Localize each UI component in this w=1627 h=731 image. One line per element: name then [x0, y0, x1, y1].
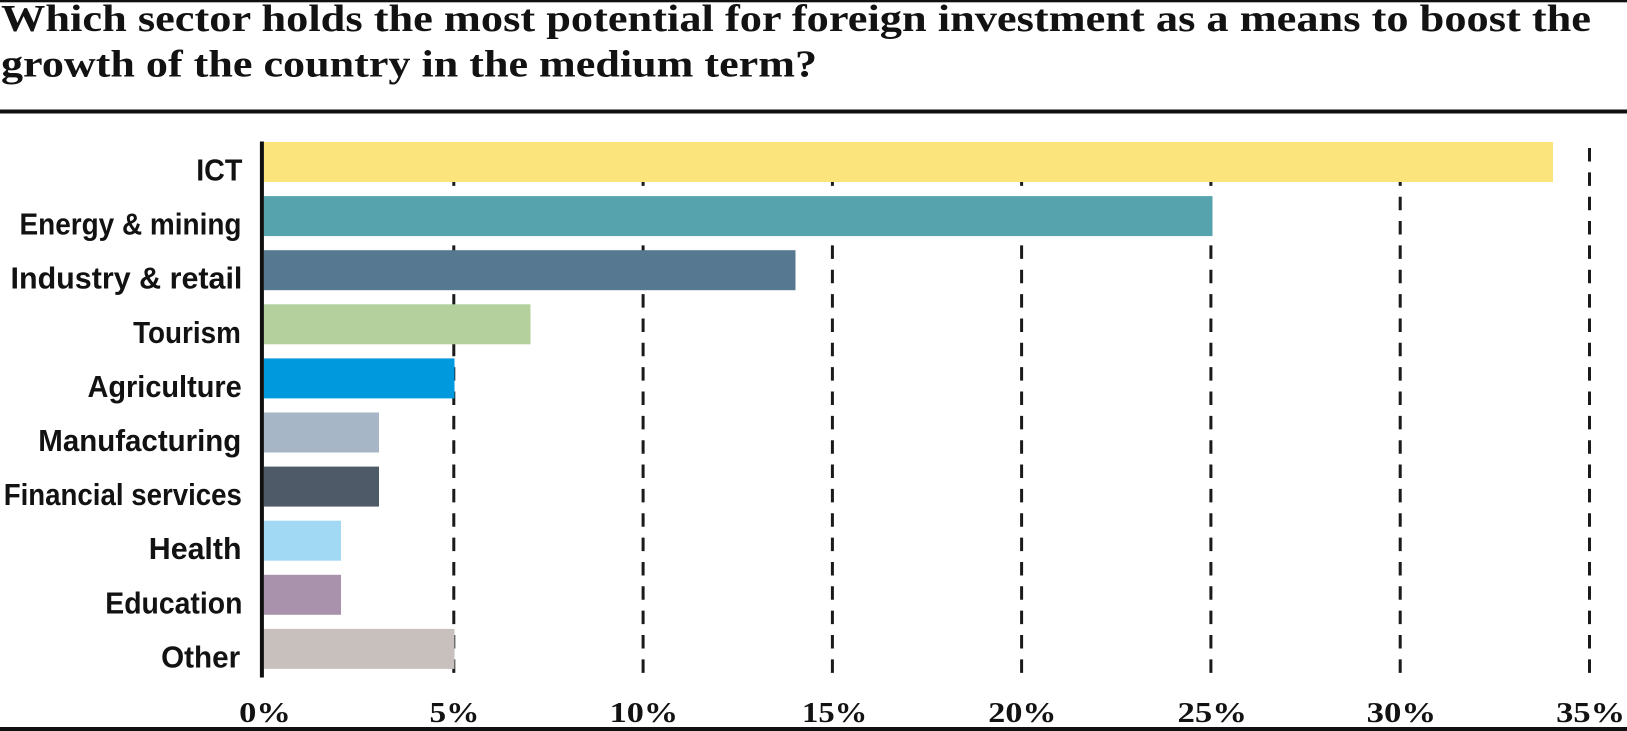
svg-text:Manufacturing: Manufacturing [38, 423, 241, 458]
svg-text:Industry & retail: Industry & retail [11, 261, 243, 296]
svg-text:Other: Other [161, 639, 240, 674]
svg-text:5%: 5% [430, 697, 480, 729]
svg-text:15%: 15% [802, 697, 867, 729]
svg-text:Health: Health [149, 531, 242, 566]
svg-text:Financial services: Financial services [4, 477, 242, 512]
svg-text:Tourism: Tourism [133, 315, 241, 350]
svg-text:Which sector holds the most po: Which sector holds the most potential fo… [1, 0, 1591, 40]
svg-text:Agriculture: Agriculture [88, 369, 242, 404]
svg-text:Education: Education [105, 585, 242, 620]
svg-text:0%: 0% [239, 697, 291, 729]
svg-text:10%: 10% [610, 697, 678, 729]
svg-text:20%: 20% [988, 697, 1056, 729]
svg-text:30%: 30% [1367, 697, 1437, 729]
svg-text:growth of the country in the m: growth of the country in the medium term… [1, 44, 817, 86]
svg-text:ICT: ICT [196, 153, 242, 188]
svg-text:25%: 25% [1178, 697, 1248, 729]
svg-text:Energy & mining: Energy & mining [20, 207, 242, 242]
svg-text:35%: 35% [1556, 697, 1625, 729]
